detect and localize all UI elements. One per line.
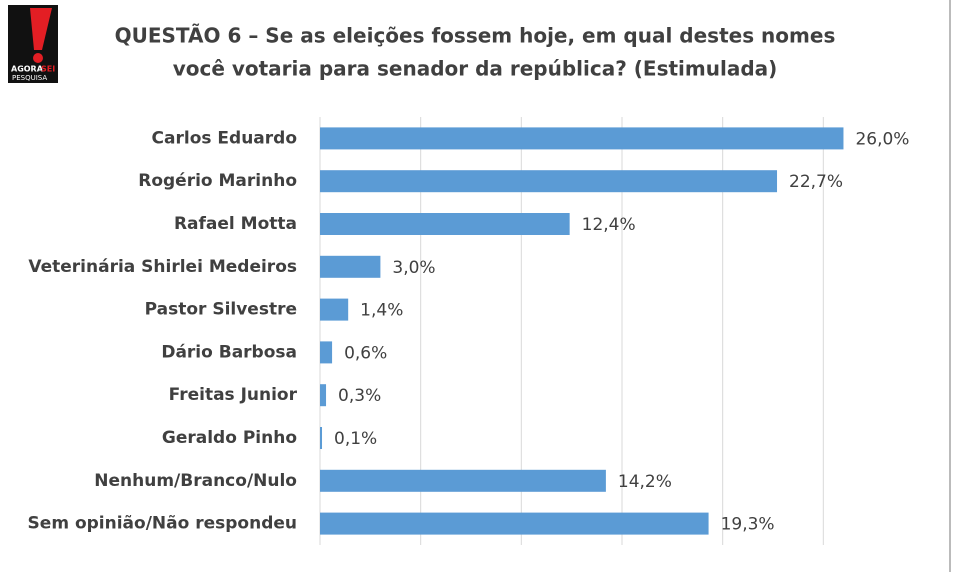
bar bbox=[320, 469, 606, 492]
bar bbox=[320, 255, 381, 278]
y-tick-label: Freitas Junior bbox=[169, 385, 298, 405]
bar bbox=[320, 384, 327, 407]
data-label: 12,4% bbox=[582, 215, 636, 235]
data-label: 14,2% bbox=[618, 472, 672, 492]
data-label: 26,0% bbox=[855, 129, 909, 149]
logo-text: AGORA bbox=[11, 65, 44, 74]
y-tick-label: Dário Barbosa bbox=[161, 342, 297, 362]
y-tick-label: Veterinária Shirlei Medeiros bbox=[28, 257, 297, 277]
y-tick-label: Carlos Eduardo bbox=[152, 128, 297, 148]
data-label: 19,3% bbox=[721, 515, 775, 535]
chart-title: QUESTÃO 6 – Se as eleições fossem hoje, … bbox=[115, 24, 836, 48]
bar bbox=[320, 512, 709, 535]
logo-mark bbox=[30, 8, 52, 50]
bar bbox=[320, 127, 844, 150]
logo-dot bbox=[33, 53, 43, 63]
data-label: 3,0% bbox=[392, 258, 435, 278]
data-label: 0,1% bbox=[334, 429, 377, 449]
logo-text: PESQUISA bbox=[12, 74, 47, 82]
bar bbox=[320, 298, 349, 321]
y-tick-label: Rafael Motta bbox=[174, 214, 297, 234]
y-tick-label: Geraldo Pinho bbox=[162, 428, 297, 448]
data-label: 22,7% bbox=[789, 172, 843, 192]
data-label: 0,6% bbox=[344, 343, 387, 363]
y-tick-label: Sem opinião/Não respondeu bbox=[28, 514, 297, 534]
data-label: 0,3% bbox=[338, 386, 381, 406]
logo: AGORA SEI PESQUISA bbox=[8, 5, 58, 83]
bar bbox=[320, 341, 333, 364]
data-label: 1,4% bbox=[360, 301, 403, 321]
bar bbox=[320, 213, 570, 235]
bar bbox=[320, 427, 323, 449]
bar bbox=[320, 170, 778, 193]
y-tick-label: Rogério Marinho bbox=[138, 171, 297, 191]
chart-title: você votaria para senador da república? … bbox=[173, 57, 778, 81]
y-tick-label: Nenhum/Branco/Nulo bbox=[94, 471, 297, 491]
y-tick-label: Pastor Silvestre bbox=[145, 300, 297, 320]
logo-text: SEI bbox=[41, 65, 55, 74]
